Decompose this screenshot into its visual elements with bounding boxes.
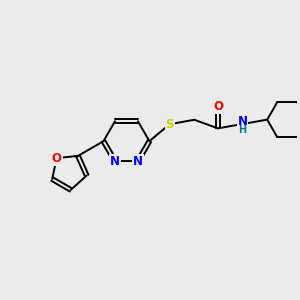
- Text: N: N: [110, 154, 120, 168]
- Text: S: S: [166, 118, 174, 130]
- Text: O: O: [52, 152, 61, 165]
- Text: O: O: [213, 100, 223, 113]
- Text: H: H: [238, 125, 247, 136]
- Text: N: N: [238, 115, 248, 128]
- Text: N: N: [133, 154, 143, 168]
